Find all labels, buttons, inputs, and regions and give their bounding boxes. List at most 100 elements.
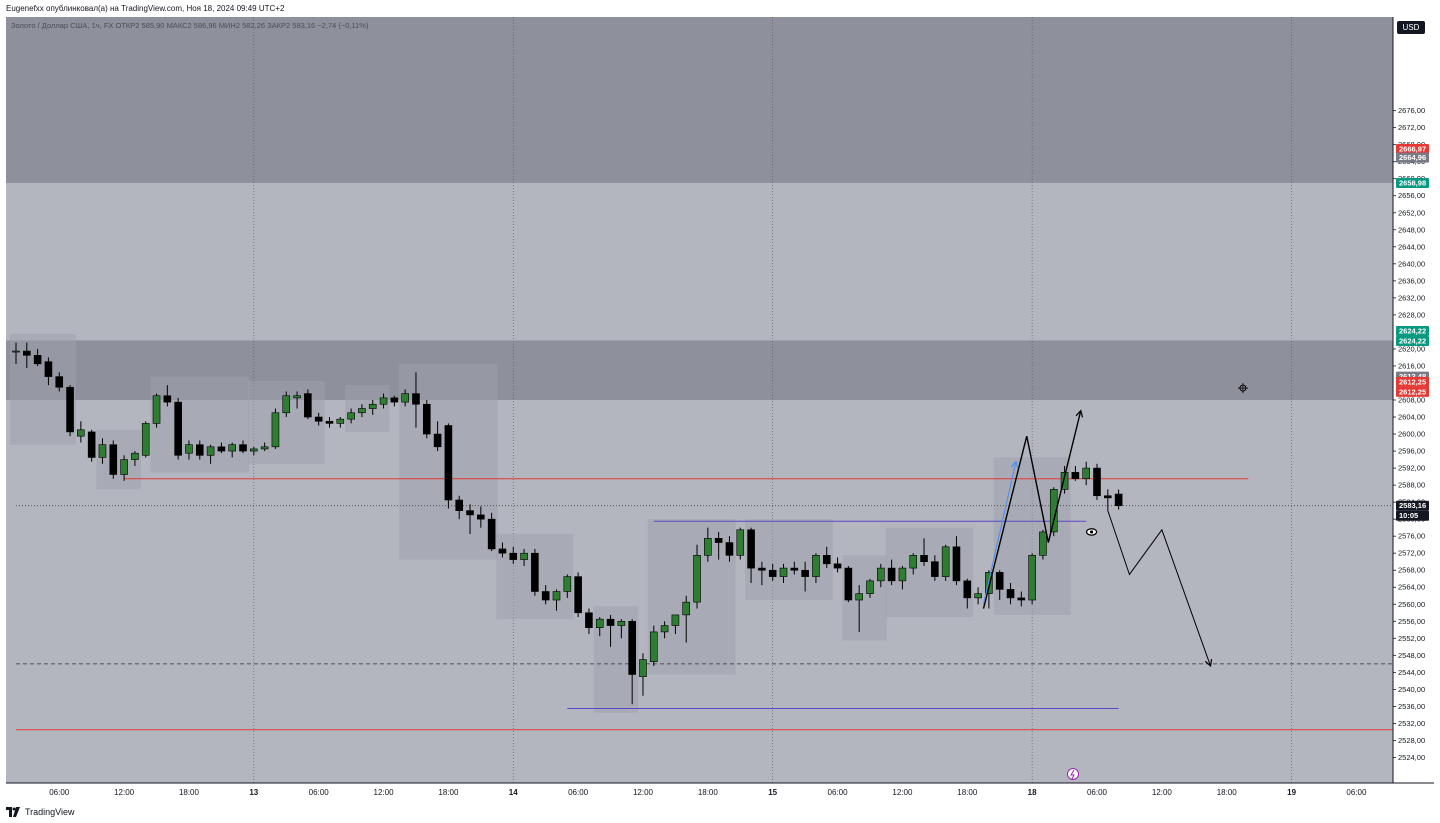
- x-tick-label: 18:00: [438, 788, 459, 797]
- x-tick-label: 18:00: [179, 788, 200, 797]
- candle-body: [12, 350, 20, 353]
- candle-body: [595, 618, 604, 628]
- candle-body: [217, 446, 226, 452]
- y-tick-label: 2568,00: [1398, 566, 1425, 575]
- candle-body: [206, 446, 215, 456]
- x-tick-label: 12:00: [892, 788, 913, 797]
- candle-body: [44, 361, 53, 377]
- candle-body: [282, 395, 291, 414]
- candle-body: [768, 569, 777, 577]
- y-tick-label: 2576,00: [1398, 532, 1425, 541]
- price-tag: [1396, 386, 1429, 397]
- x-tick-label: 15: [768, 788, 777, 797]
- candle-body: [909, 555, 918, 569]
- publisher-header: Eugenefxx опублинковал(а) на TradingView…: [0, 0, 1440, 17]
- candle-body: [1017, 597, 1026, 601]
- candle-body: [963, 580, 972, 599]
- y-tick-label: 2620,00: [1398, 344, 1425, 353]
- candle-body: [563, 576, 572, 592]
- y-tick-label: 2544,00: [1398, 668, 1425, 677]
- candle-body: [185, 444, 193, 454]
- candle-body: [736, 529, 745, 556]
- x-tick-label: 06:00: [568, 788, 589, 797]
- price-tag-label: 2624,22: [1399, 326, 1426, 335]
- candle-body: [444, 425, 453, 501]
- price-tag: [1396, 500, 1429, 511]
- candle-body: [401, 393, 409, 403]
- session-box: [345, 385, 390, 432]
- candle-body: [487, 518, 496, 550]
- y-tick-label: 2548,00: [1398, 651, 1425, 660]
- candle-body: [606, 618, 615, 626]
- candle-body: [271, 412, 280, 448]
- candle-body: [87, 431, 96, 458]
- candle-body: [23, 350, 31, 356]
- x-tick-label: 06:00: [49, 788, 70, 797]
- lightning-icon: [1067, 768, 1079, 780]
- y-tick-label: 2600,00: [1398, 430, 1425, 439]
- candle-body: [985, 572, 993, 594]
- price-tag-label: 2613,48: [1399, 372, 1426, 381]
- candle-body: [347, 412, 355, 420]
- x-tick-label: 12:00: [114, 788, 135, 797]
- price-tag-label: 2666,97: [1399, 145, 1426, 154]
- x-tick-label: 18:00: [1217, 788, 1238, 797]
- candle-body: [66, 386, 74, 433]
- candle-body: [801, 569, 809, 577]
- symbol-info: Золото / Доллар США, 1ч, FX ОТКР2 585,90…: [11, 21, 369, 30]
- candle-body: [77, 429, 85, 437]
- candle-body: [876, 567, 885, 582]
- price-tag: [1396, 178, 1429, 189]
- candle-body: [1006, 589, 1015, 599]
- candle-body: [1071, 472, 1080, 480]
- candle-body: [725, 542, 734, 556]
- candle-body: [898, 567, 907, 582]
- candle-body: [833, 563, 842, 569]
- candle-body: [931, 561, 939, 577]
- y-tick-label: 2556,00: [1398, 617, 1425, 626]
- candle-body: [887, 567, 896, 582]
- x-tick-label: 06:00: [1346, 788, 1367, 797]
- candle-body: [941, 546, 950, 577]
- y-tick-label: 2596,00: [1398, 447, 1425, 456]
- y-tick-label: 2628,00: [1398, 310, 1425, 319]
- y-tick-label: 2616,00: [1398, 361, 1425, 370]
- candle-body: [477, 514, 485, 520]
- y-tick-label: 2640,00: [1398, 259, 1425, 268]
- candle-body: [250, 448, 258, 452]
- x-tick-label: 14: [509, 788, 518, 797]
- candle-body: [693, 555, 701, 603]
- tradingview-logo-icon: [6, 807, 20, 817]
- candle-body: [358, 408, 366, 414]
- candle-body: [974, 593, 982, 599]
- candle-body: [995, 572, 1004, 590]
- y-tick-label: 2652,00: [1398, 208, 1425, 217]
- y-tick-label: 2656,00: [1398, 191, 1425, 200]
- candle-body: [466, 510, 474, 516]
- y-tick-label: 2540,00: [1398, 685, 1425, 694]
- candle-body: [671, 614, 680, 626]
- candle-body: [498, 548, 507, 554]
- price-tag: [1396, 144, 1429, 155]
- candle-body: [120, 459, 128, 475]
- candle-body: [866, 580, 874, 594]
- time-axis: [6, 783, 1434, 801]
- price-tag: [1396, 325, 1429, 336]
- eye-pupil: [1089, 530, 1094, 534]
- candle-body: [152, 395, 161, 424]
- price-tag-label: 2612,25: [1399, 387, 1426, 396]
- y-tick-label: 2592,00: [1398, 464, 1425, 473]
- candle-body: [649, 631, 658, 663]
- candle-body: [1028, 555, 1036, 601]
- candle-body: [1104, 495, 1112, 499]
- y-tick-label: 2644,00: [1398, 242, 1425, 251]
- y-tick-label: 2572,00: [1398, 549, 1425, 558]
- bearish-projection: [1107, 510, 1211, 667]
- price-chart[interactable]: 2524,00 2528,00 2532,00 2536,00 2540,00 2544,…: [6, 17, 1434, 801]
- candle-body: [325, 420, 334, 424]
- candle-body: [163, 395, 172, 403]
- candle-body: [174, 401, 182, 456]
- x-tick-label: 18:00: [957, 788, 978, 797]
- currency-badge[interactable]: USD: [1397, 21, 1425, 34]
- candle-body: [639, 659, 647, 677]
